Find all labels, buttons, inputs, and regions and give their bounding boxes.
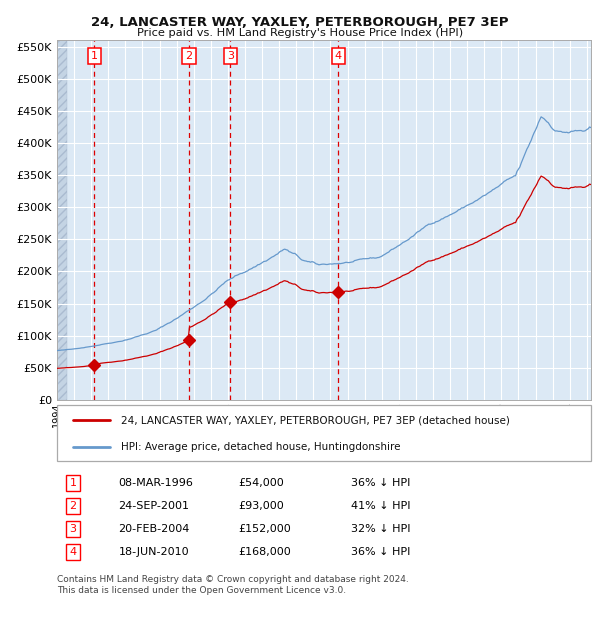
Text: Contains HM Land Registry data © Crown copyright and database right 2024.
This d: Contains HM Land Registry data © Crown c… <box>57 575 409 595</box>
Text: 1: 1 <box>91 51 98 61</box>
Text: 36% ↓ HPI: 36% ↓ HPI <box>351 547 410 557</box>
FancyBboxPatch shape <box>57 405 591 461</box>
Text: 24, LANCASTER WAY, YAXLEY, PETERBOROUGH, PE7 3EP: 24, LANCASTER WAY, YAXLEY, PETERBOROUGH,… <box>91 16 509 29</box>
Text: 3: 3 <box>70 524 77 534</box>
Text: £152,000: £152,000 <box>239 524 292 534</box>
Text: 2: 2 <box>70 501 77 511</box>
Text: £93,000: £93,000 <box>239 501 284 511</box>
Text: £168,000: £168,000 <box>239 547 292 557</box>
Text: Price paid vs. HM Land Registry's House Price Index (HPI): Price paid vs. HM Land Registry's House … <box>137 28 463 38</box>
Text: 4: 4 <box>70 547 77 557</box>
Text: 20-FEB-2004: 20-FEB-2004 <box>118 524 190 534</box>
Text: 4: 4 <box>335 51 342 61</box>
Text: £54,000: £54,000 <box>239 478 284 488</box>
Text: 08-MAR-1996: 08-MAR-1996 <box>118 478 193 488</box>
Text: 3: 3 <box>227 51 234 61</box>
Text: HPI: Average price, detached house, Huntingdonshire: HPI: Average price, detached house, Hunt… <box>121 443 401 453</box>
Text: 24, LANCASTER WAY, YAXLEY, PETERBOROUGH, PE7 3EP (detached house): 24, LANCASTER WAY, YAXLEY, PETERBOROUGH,… <box>121 415 510 425</box>
Text: 2: 2 <box>185 51 193 61</box>
Bar <box>57 40 67 400</box>
Text: 36% ↓ HPI: 36% ↓ HPI <box>351 478 410 488</box>
Text: 41% ↓ HPI: 41% ↓ HPI <box>351 501 410 511</box>
Text: 24-SEP-2001: 24-SEP-2001 <box>118 501 190 511</box>
Text: 32% ↓ HPI: 32% ↓ HPI <box>351 524 410 534</box>
Text: 18-JUN-2010: 18-JUN-2010 <box>118 547 189 557</box>
Text: 1: 1 <box>70 478 77 488</box>
